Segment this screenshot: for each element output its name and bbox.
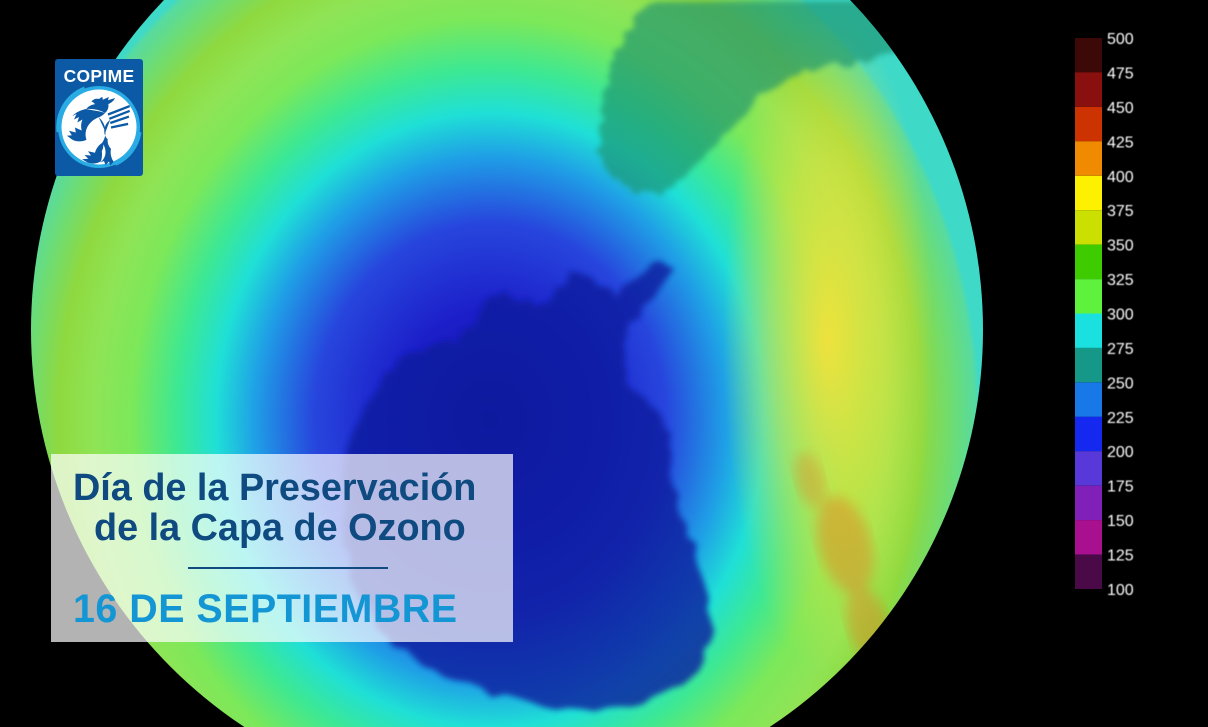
svg-text:350: 350 xyxy=(1107,238,1134,255)
svg-text:400: 400 xyxy=(1107,169,1134,186)
svg-text:325: 325 xyxy=(1107,272,1134,289)
svg-text:275: 275 xyxy=(1107,341,1134,358)
svg-text:COPIME: COPIME xyxy=(64,66,135,86)
svg-text:Día de la Preservación: Día de la Preservación xyxy=(73,467,476,509)
svg-text:300: 300 xyxy=(1107,307,1134,324)
svg-text:500: 500 xyxy=(1107,31,1134,48)
svg-text:375: 375 xyxy=(1107,203,1134,220)
svg-text:225: 225 xyxy=(1107,410,1134,427)
svg-text:125: 125 xyxy=(1107,548,1134,565)
svg-text:150: 150 xyxy=(1107,513,1134,530)
svg-text:475: 475 xyxy=(1107,65,1134,82)
svg-text:175: 175 xyxy=(1107,479,1134,496)
svg-text:250: 250 xyxy=(1107,375,1134,392)
svg-text:16 DE SEPTIEMBRE: 16 DE SEPTIEMBRE xyxy=(73,587,458,631)
svg-text:425: 425 xyxy=(1107,134,1134,151)
svg-text:200: 200 xyxy=(1107,444,1134,461)
svg-text:de la Capa de Ozono: de la Capa de Ozono xyxy=(94,507,466,549)
svg-text:450: 450 xyxy=(1107,100,1134,117)
svg-text:100: 100 xyxy=(1107,582,1134,599)
